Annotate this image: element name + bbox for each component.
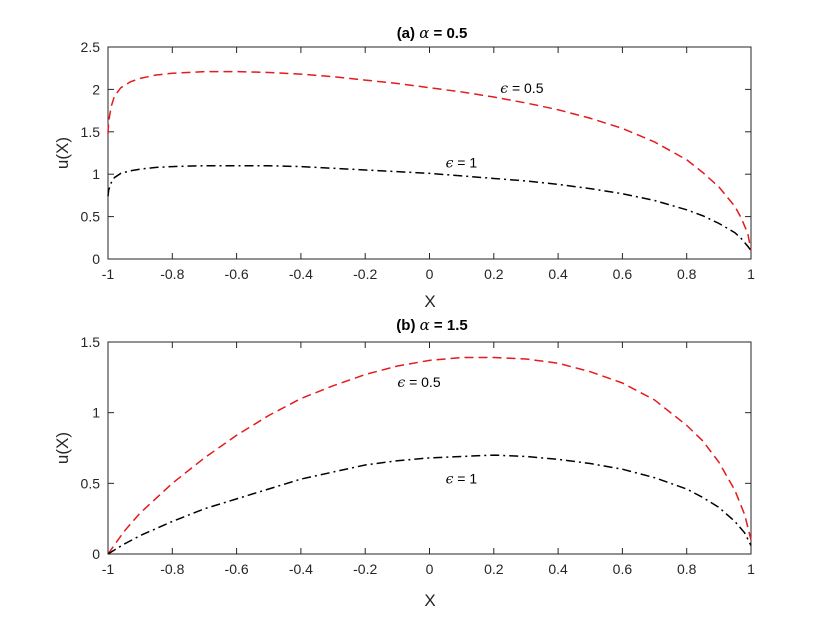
panel-b-xtick-label: 0.2: [484, 561, 504, 577]
panel-b-xtick-label: 0: [426, 561, 434, 577]
panel-a-xtick-label: 0: [426, 266, 434, 282]
panel-b-series: [107, 356, 752, 555]
panel-a-ytick-label: 0.5: [81, 209, 101, 225]
panel-a-xtick-label: 1: [747, 266, 755, 282]
panel-b-xlabel: X: [424, 591, 435, 610]
panel-b-xtick-label: 0.4: [548, 561, 568, 577]
panel-a-xlabel: X: [424, 292, 435, 311]
panel-b-ytick-label: 1: [92, 405, 100, 421]
panel-a-ytick-label: 0: [92, 251, 100, 267]
panel-a-ytick-label: 1: [92, 166, 100, 182]
panel-b-annotations: ϵ = 0.5 ϵ = 1: [397, 374, 477, 487]
panel-a-xtick-label: -0.8: [160, 266, 184, 282]
panel-a-xtick-label: 0.2: [484, 266, 504, 282]
panel-a-series-dashed: [107, 70, 752, 251]
panel-b-ylabel: u(X): [53, 432, 72, 464]
panel-b-series-dashed: [107, 356, 752, 555]
panel-b-xtick-label: -1: [102, 561, 115, 577]
panel-a-ytick-label: 2.5: [81, 39, 101, 55]
panel-b-ytick-label: 0: [92, 546, 100, 562]
panel-a-xtick-label: 0.8: [677, 266, 697, 282]
panel-a-xtick-label: -0.4: [289, 266, 313, 282]
panel-a-xtick-label: 0.6: [613, 266, 633, 282]
panel-b-title: (b) α = 1.5: [396, 316, 467, 334]
panel-a-ytick-label: 2: [92, 81, 100, 97]
panel-b-xtick-label: -0.2: [353, 561, 377, 577]
panel-a-annotations: ϵ = 0.5 ϵ = 1: [446, 80, 544, 172]
panel-a-xtick-label: 0.4: [548, 266, 568, 282]
panel-b-xtick-label: -0.6: [225, 561, 249, 577]
panel-b-xtick-label: 0.6: [613, 561, 633, 577]
panel-b: (b) α = 1.5 -1 -0.8 -0.6 -0.4 -0.2 0 0.2 0.4 0.6…: [53, 316, 755, 610]
panel-b-xtick-label: 1: [747, 561, 755, 577]
panel-a-xtick-label: -0.2: [353, 266, 377, 282]
panel-a-ticks: -1 -0.8 -0.6 -0.4 -0.2 0 0.2 0.4 0.6 0.8 1 0 0.5 1 1.5…: [81, 39, 756, 282]
panel-b-ytick-label: 1.5: [81, 334, 101, 350]
panel-b-xtick-label: -0.4: [289, 561, 313, 577]
panel-b-ticks: -1 -0.8 -0.6 -0.4 -0.2 0 0.2 0.4 0.6 0.8 1 0 0.5 1 1.5: [81, 334, 756, 577]
panel-a: (a) α = 0.5 -1 -0.8 -0.6 -0.4 -0.2 0 0.2 0.4 0.6…: [53, 24, 755, 311]
panel-b-ytick-label: 0.5: [81, 475, 101, 491]
panel-a-annotation: ϵ = 0.5: [500, 80, 543, 97]
panel-a-title: (a) α = 0.5: [397, 24, 468, 42]
panel-a-series-dashdot: [107, 164, 752, 251]
panel-a-xtick-label: -1: [102, 266, 115, 282]
panel-b-annotation: ϵ = 0.5: [397, 374, 440, 391]
panel-b-series-dashdot: [107, 454, 752, 555]
panel-a-plot-box: [107, 46, 752, 260]
panel-b-annotation: ϵ = 1: [446, 470, 478, 487]
panel-a-ytick-label: 1.5: [81, 124, 101, 140]
panel-a-ylabel: u(X): [53, 137, 72, 169]
panel-b-xtick-label: -0.8: [160, 561, 184, 577]
panel-a-xtick-label: -0.6: [225, 266, 249, 282]
panel-a-series: [107, 70, 752, 251]
panel-a-annotation: ϵ = 1: [446, 154, 478, 171]
panel-b-xtick-label: 0.8: [677, 561, 697, 577]
